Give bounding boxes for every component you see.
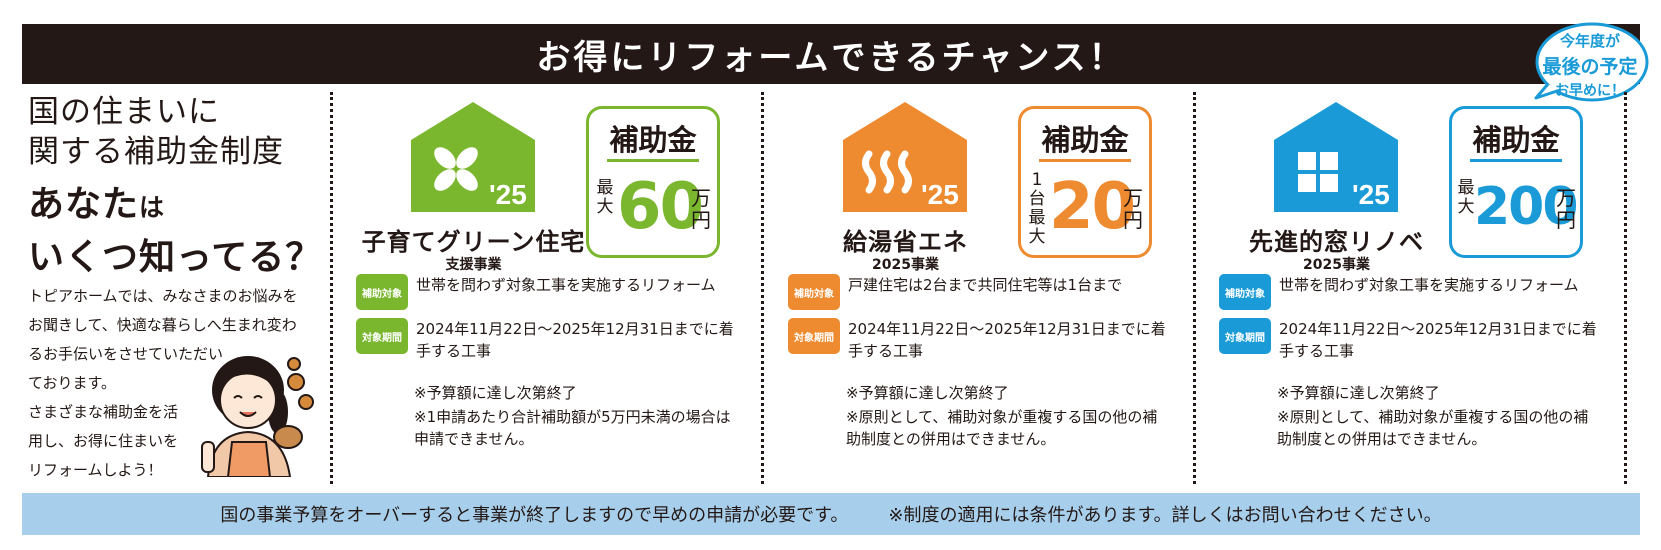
- subsidy-amount: 20: [1049, 170, 1136, 244]
- subsidy-box: 補助金 最大 60 万円: [586, 106, 720, 258]
- orange-house-icon: '25: [843, 102, 967, 212]
- intro-body: トピアホームでは、みなさまのお悩みを お聞きして、快適な暮らしへ生まれ変わ るお…: [28, 282, 318, 485]
- scheme-subtitle: 2025事業: [872, 257, 939, 273]
- section-divider: [761, 92, 764, 484]
- badge-line1: 今年度が: [1559, 32, 1620, 50]
- scheme-name: 先進的窓リノベ: [1249, 228, 1424, 256]
- subsidy-label: 補助金: [1041, 123, 1129, 157]
- tag-target: 補助対象: [356, 274, 408, 310]
- section-divider: [1193, 92, 1196, 484]
- subsidy-prefix: 最大: [596, 178, 614, 217]
- scheme-panel-mado: '25 先進的窓リノベ 2025事業 補助金 最大 200 万円 補助対象 世帯…: [1199, 92, 1604, 484]
- intro-body-line: リフォームしよう！: [28, 461, 163, 479]
- intro-section: 国の住まいに 関する補助金制度 あなたは いくつ知ってる？ トピアホームでは、み…: [28, 92, 328, 479]
- info-row-period: 対象期間 2024年11月22日～2025年12月31日までに着手する工事: [1219, 318, 1599, 362]
- badge-line3: お早めに！: [1555, 83, 1625, 99]
- intro-body-line: ております。: [28, 374, 117, 392]
- scheme-subtitle: 2025事業: [1303, 257, 1370, 273]
- info-row-target: 補助対象 世帯を問わず対象工事を実施するリフォーム: [1219, 274, 1599, 310]
- intro-question-c: いくつ知ってる？: [28, 237, 323, 278]
- note-budget: ※予算額に達し次第終了: [846, 384, 1009, 402]
- subsidy-prefix: 最大: [1457, 178, 1475, 217]
- house-year-label: '25: [1352, 179, 1390, 210]
- subsidy-prefix: 1台最大: [1028, 170, 1046, 247]
- subsidy-label: 補助金: [609, 123, 697, 157]
- intro-question: あなたは いくつ知ってる？: [28, 180, 328, 283]
- speech-bubble-icon: [1534, 22, 1649, 102]
- info-text-period: 2024年11月22日～2025年12月31日までに着手する工事: [848, 320, 1166, 360]
- badge-line2: 最後の予定: [1542, 56, 1638, 78]
- tag-target: 補助対象: [788, 274, 840, 310]
- leaf-cross-icon: [434, 147, 478, 191]
- info-text-target: 世帯を問わず対象工事を実施するリフォーム: [416, 276, 716, 294]
- tag-period: 対象期間: [356, 318, 408, 354]
- info-row-period: 対象期間 2024年11月22日～2025年12月31日までに着手する工事: [356, 318, 736, 362]
- subsidy-amount: 60: [617, 170, 704, 244]
- scheme-name: 子育てグリーン住宅: [361, 228, 586, 256]
- scheme-name: 給湯省エネ: [843, 228, 968, 256]
- subsidy-underline: [1039, 159, 1131, 162]
- intro-question-b: は: [139, 193, 166, 222]
- note-condition: ※1申請あたり合計補助額が5万円未満の場合は申請できません。: [414, 408, 731, 448]
- subsidy-amount: 200: [1474, 177, 1579, 237]
- intro-body-line: さまざまな補助金を活: [28, 403, 179, 421]
- footer-text-budget: 国の事業予算をオーバーすると事業が終了しますので早めの申請が必要です。: [220, 505, 849, 526]
- info-row-target: 補助対象 戸建住宅は2台まで共同住宅等は1台まで: [788, 274, 1168, 310]
- subsidy-unit: 万円: [691, 186, 711, 232]
- page-title: お得にリフォームできるチャンス！: [536, 37, 1126, 78]
- info-text-period: 2024年11月22日～2025年12月31日までに着手する工事: [1279, 320, 1597, 360]
- note-condition: ※原則として、補助対象が重複する国の他の補助制度との併用はできません。: [846, 408, 1158, 448]
- scheme-panel-kyuto: '25 給湯省エネ 2025事業 補助金 1台最大 20 万円 補助対象 戸建住…: [768, 92, 1173, 484]
- intro-body-line: るお手伝いをさせていただい: [28, 345, 224, 363]
- subsidy-unit: 万円: [1556, 186, 1576, 232]
- tag-period: 対象期間: [1219, 318, 1271, 354]
- subsidy-underline: [1470, 159, 1562, 162]
- info-row-target: 補助対象 世帯を問わず対象工事を実施するリフォーム: [356, 274, 736, 310]
- tag-period: 対象期間: [788, 318, 840, 354]
- scheme-panel-kosodate: '25 子育てグリーン住宅 支援事業 補助金 最大 60 万円 補助対象 世帯を…: [336, 92, 741, 484]
- intro-heading-line2: 関する補助金制度: [28, 134, 284, 170]
- blue-house-icon: '25: [1274, 102, 1398, 212]
- subsidy-underline: [607, 159, 699, 162]
- intro-heading-line1: 国の住まいに: [28, 94, 220, 130]
- section-divider: [1624, 92, 1627, 484]
- note-budget: ※予算額に達し次第終了: [1277, 384, 1440, 402]
- house-year-label: '25: [921, 179, 959, 210]
- tag-target: 補助対象: [1219, 274, 1271, 310]
- info-row-period: 対象期間 2024年11月22日～2025年12月31日までに着手する工事: [788, 318, 1168, 362]
- house-year-label: '25: [489, 179, 527, 210]
- note-condition: ※原則として、補助対象が重複する国の他の補助制度との併用はできません。: [1277, 408, 1589, 448]
- intro-body-line: 用し、お得に住まいを: [28, 432, 179, 450]
- hot-water-icon: [862, 150, 912, 194]
- footer-text-conditions: ※制度の適用には条件があります。詳しくはお問い合わせください。: [888, 505, 1442, 526]
- subsidy-label: 補助金: [1472, 123, 1560, 157]
- subsidy-box: 補助金 最大 200 万円: [1449, 106, 1583, 258]
- section-divider: [330, 92, 333, 484]
- green-house-icon: '25: [411, 102, 535, 212]
- info-text-period: 2024年11月22日～2025年12月31日までに着手する工事: [416, 320, 734, 360]
- speech-bubble-badge: 今年度が 最後の予定 お早めに！: [1530, 6, 1650, 102]
- note-budget: ※予算額に達し次第終了: [414, 384, 577, 402]
- woman-illustration-icon: [201, 356, 314, 477]
- intro-question-a: あなた: [28, 184, 140, 225]
- subsidy-box: 補助金 1台最大 20 万円: [1018, 106, 1152, 258]
- intro-body-line: お聞きして、快適な暮らしへ生まれ変わ: [28, 316, 297, 334]
- info-text-target: 戸建住宅は2台まで共同住宅等は1台まで: [848, 276, 1123, 294]
- info-text-target: 世帯を問わず対象工事を実施するリフォーム: [1279, 276, 1579, 294]
- header-bar: お得にリフォームできるチャンス！: [22, 24, 1640, 84]
- window-icon: [1298, 152, 1338, 192]
- scheme-subtitle: 支援事業: [445, 257, 502, 273]
- footer-bar: 国の事業予算をオーバーすると事業が終了しますので早めの申請が必要です。 ※制度の…: [22, 493, 1640, 535]
- intro-body-line: トピアホームでは、みなさまのお悩みを: [28, 287, 298, 305]
- subsidy-unit: 万円: [1123, 186, 1143, 232]
